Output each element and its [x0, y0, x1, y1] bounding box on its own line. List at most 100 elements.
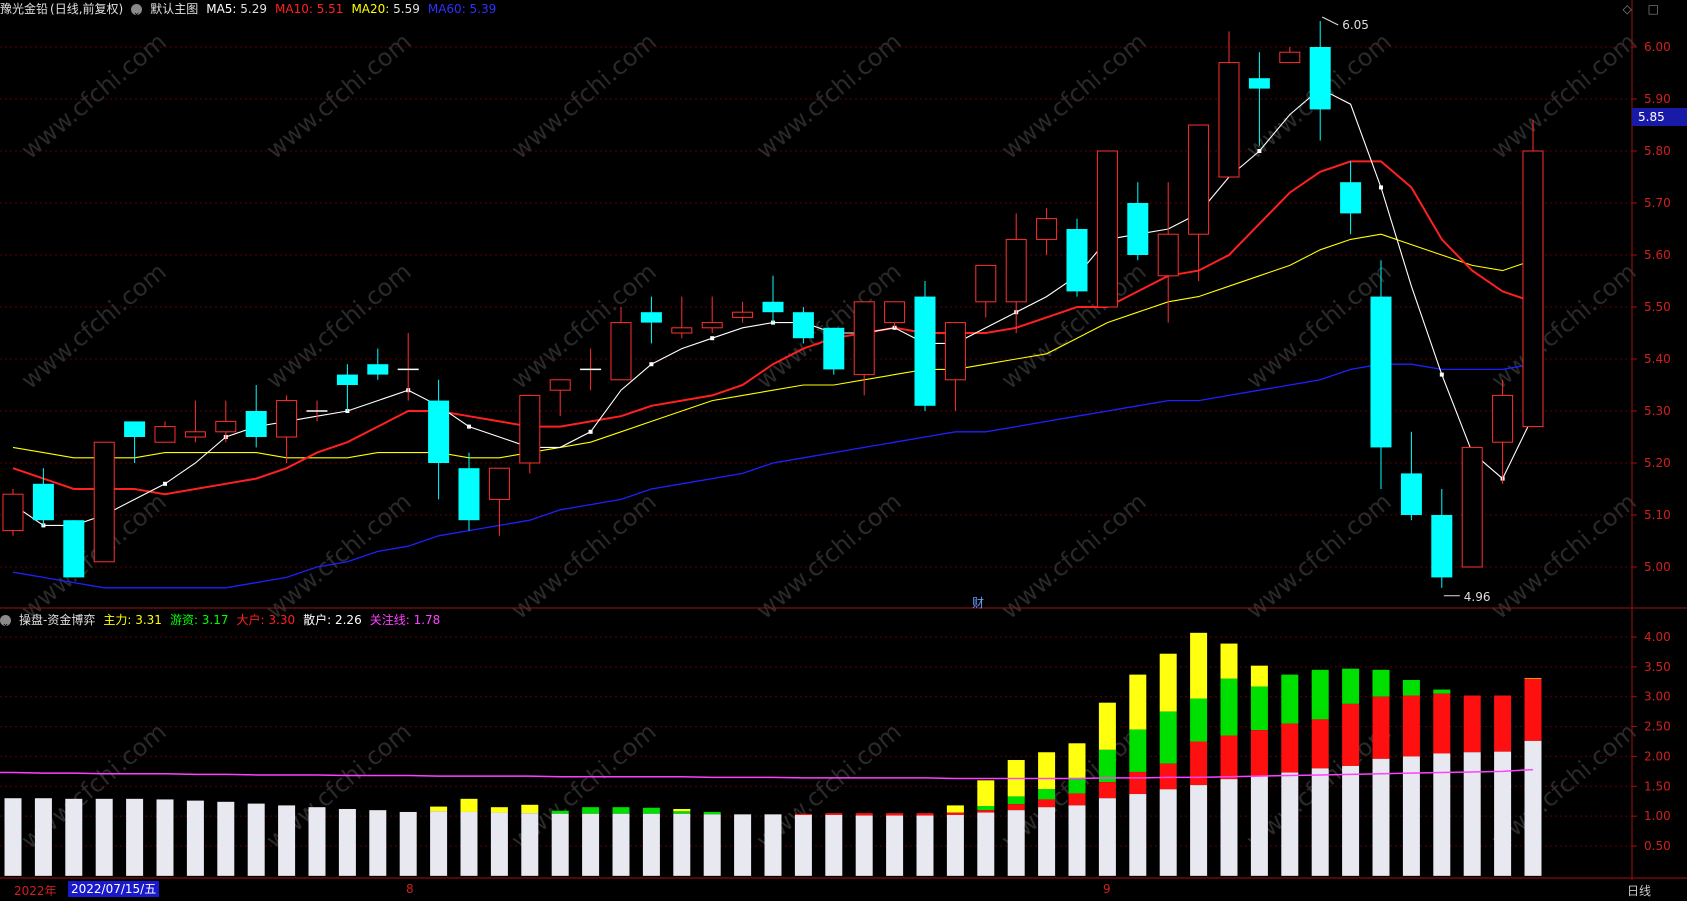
y-tick-label: 5.90	[1644, 92, 1671, 106]
low-marker: 4.96	[1464, 590, 1491, 604]
period-mode: (日线,前复权)	[50, 2, 124, 16]
big-holder-bar	[855, 813, 873, 816]
big-holder-bar	[1463, 695, 1481, 753]
focus-line	[0, 768, 1534, 780]
candle	[1461, 446, 1483, 568]
hot-money-bar	[1038, 789, 1056, 800]
candle-body	[1309, 47, 1331, 110]
candle-body	[1127, 203, 1149, 255]
candle	[1066, 218, 1088, 297]
candle-body	[1370, 296, 1392, 448]
candle	[549, 379, 571, 417]
candle	[610, 307, 632, 381]
candle-body	[458, 468, 480, 521]
candle	[944, 322, 966, 411]
big-holder-bar	[1342, 703, 1360, 766]
main-force-bar	[1250, 665, 1268, 687]
candle	[792, 307, 814, 344]
main-force-bar	[430, 806, 448, 812]
candle	[1036, 208, 1058, 255]
y-tick-label: 5.00	[1644, 560, 1671, 574]
retail-bar	[278, 805, 296, 876]
candle-body	[1066, 229, 1088, 292]
candle-body	[792, 312, 814, 339]
y-tick-label: 1.50	[1644, 779, 1671, 793]
candle-body	[610, 322, 632, 381]
settings-circle-icon[interactable]: ⌄	[131, 3, 143, 18]
candle-body	[1005, 238, 1027, 303]
candle	[306, 400, 328, 422]
candle-body	[276, 400, 298, 438]
retail-bar	[794, 814, 812, 876]
indicator-legend-value: 3.31	[131, 613, 162, 627]
candle	[580, 348, 602, 391]
main-chart-name[interactable]: 默认主图	[150, 2, 199, 16]
hot-money-bar	[1342, 668, 1360, 704]
ma5-point	[588, 429, 593, 434]
candle-body	[1522, 150, 1544, 428]
grid	[0, 46, 1632, 847]
ma-legend-label: MA60:	[427, 2, 466, 16]
big-holder-bar	[1038, 799, 1056, 808]
candle-body	[1431, 515, 1453, 578]
hot-money-bar	[1402, 679, 1420, 696]
watermark-text: www.cfchi.com	[16, 27, 172, 164]
y-tick-label: 0.50	[1644, 839, 1671, 853]
retail-bar	[855, 815, 873, 876]
big-holder-bar	[1159, 763, 1177, 790]
candle	[1340, 161, 1362, 235]
candle-body	[519, 394, 541, 464]
candle-body	[1188, 124, 1210, 235]
big-holder-bar	[1524, 678, 1542, 741]
hot-money-bar	[612, 807, 630, 814]
event-marker[interactable]: 财	[972, 596, 985, 610]
window-icons[interactable]: ◇ □	[1622, 2, 1665, 16]
candle-body	[975, 264, 997, 303]
candle	[245, 385, 267, 448]
candle	[1279, 47, 1301, 64]
main-force-bar	[946, 805, 964, 813]
retail-bar	[1190, 785, 1208, 876]
indicator-legend-label: 游资:	[169, 613, 198, 627]
candle	[853, 301, 875, 396]
ma-legend-label: MA5:	[206, 2, 237, 16]
hot-money-bar	[1098, 749, 1116, 783]
ma60-line	[12, 363, 1534, 589]
indicator-name[interactable]: 操盘-资金博弈	[19, 613, 96, 627]
hot-money-bar	[1250, 686, 1268, 731]
big-holder-bar	[1220, 735, 1238, 780]
y-tick-label: 5.50	[1644, 300, 1671, 314]
hot-money-bar	[1068, 779, 1086, 794]
indicator-legend-label: 大户:	[236, 613, 265, 627]
settings-circle-icon[interactable]: ⌄	[0, 614, 11, 629]
candle-body	[853, 301, 875, 376]
price-pane[interactable]: 6.05 4.96	[2, 16, 1544, 604]
candle	[458, 452, 480, 531]
y-tick-label: 4.00	[1644, 630, 1671, 644]
retail-bar	[1068, 805, 1086, 876]
retail-bar	[734, 814, 752, 876]
ma5-point	[1257, 149, 1262, 153]
ma-legend: MA5: 5.29 MA10: 5.51 MA20: 5.59 MA60: 5.39	[206, 0, 496, 18]
main-force-bar	[521, 804, 539, 814]
ma-legend-value: 5.51	[312, 2, 344, 16]
retail-bar	[1281, 772, 1299, 876]
candle-body	[1340, 182, 1362, 214]
retail-bar	[156, 799, 174, 876]
retail-bar	[247, 803, 265, 876]
watermark-text: www.cfchi.com	[751, 27, 907, 164]
ma-legend-value: 5.59	[389, 2, 420, 16]
retail-bar	[612, 813, 630, 876]
candle-body	[63, 520, 85, 578]
candle-body	[154, 426, 176, 443]
candle	[276, 395, 298, 463]
stock-name[interactable]: 豫光金铅	[0, 2, 49, 16]
hot-money-bar	[1220, 678, 1238, 736]
watermark-text: www.cfchi.com	[751, 487, 907, 624]
time-axis	[0, 880, 1687, 901]
retail-bar	[1220, 779, 1238, 876]
watermark-text: www.cfchi.com	[751, 257, 907, 394]
big-holder-bar	[1007, 804, 1025, 811]
period-label[interactable]: 日线	[1626, 884, 1651, 898]
